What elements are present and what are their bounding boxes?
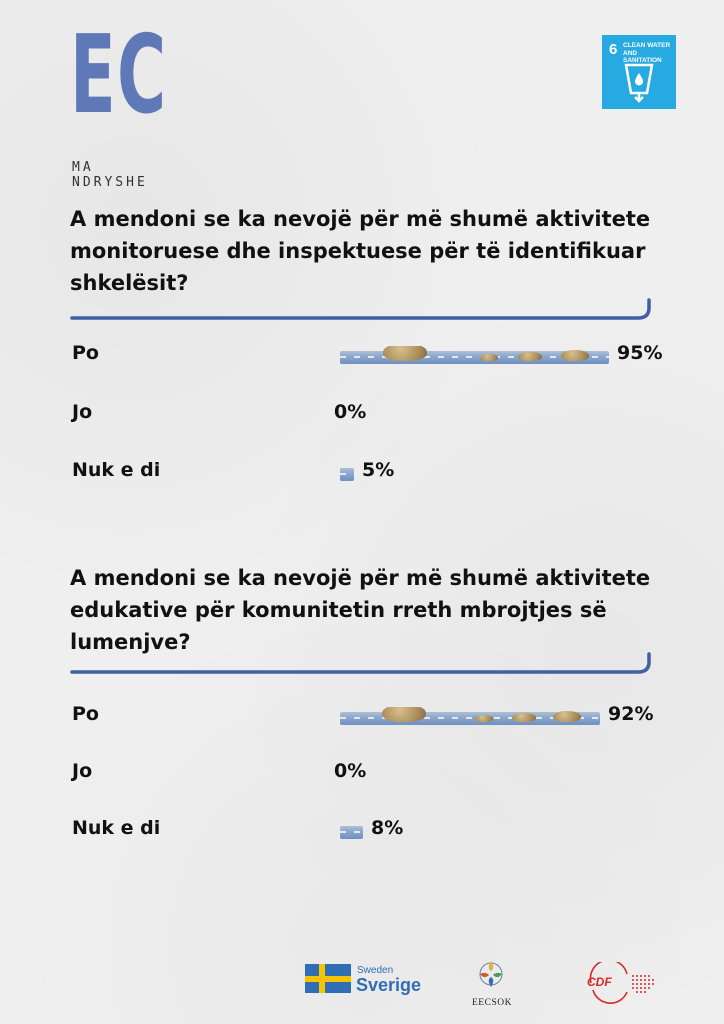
sdg-title-line2: AND SANITATION: [623, 49, 662, 65]
question-2-underline: [70, 652, 651, 674]
river-stone: [518, 352, 542, 361]
river-stone: [512, 713, 536, 722]
q2-po-value: 92%: [608, 703, 654, 725]
water-glass-icon: [624, 63, 654, 103]
q1-po-value: 95%: [617, 342, 663, 364]
question-1: A mendoni se ka nevojë për më shumë akti…: [70, 207, 651, 295]
sdg-number: 6: [609, 41, 618, 58]
river-ripple: [340, 717, 600, 719]
river-stone: [480, 354, 498, 361]
q1-jo-value: 0%: [334, 401, 367, 423]
q1-bar-po: [340, 346, 609, 370]
river-stone: [561, 350, 589, 361]
river-stone: [382, 707, 426, 722]
sweden-label: Sweden: [357, 965, 394, 976]
q2-jo-value: 0%: [334, 760, 367, 782]
logo-tagline: MA NDRYSHE: [72, 160, 148, 190]
q1-answer-nukedi-label: Nuk e di: [72, 459, 161, 481]
q2-nukedi-value: 8%: [371, 817, 404, 839]
river-ripple: [340, 831, 363, 833]
q1-answer-jo-label: Jo: [72, 401, 93, 423]
cdf-logo-icon: [589, 962, 654, 1004]
river-stone: [475, 715, 493, 722]
sdg-title-line1: CLEAN WATER: [623, 42, 671, 49]
eecsok-logo-icon: [479, 961, 503, 987]
q1-nukedi-value: 5%: [362, 459, 395, 481]
river-stone: [553, 711, 581, 722]
logo-letters: EC: [70, 13, 168, 138]
sverige-label: Sverige: [356, 975, 422, 995]
q1-bar-nukedi: [340, 463, 354, 487]
question-1-underline: [70, 298, 651, 320]
river-ripple: [340, 356, 609, 358]
sdg-6-badge: 6 CLEAN WATER AND SANITATION: [602, 35, 676, 109]
eecsok-label: EECSOK: [472, 998, 512, 1008]
q2-bar-po: [340, 707, 600, 731]
sweden-flag-icon: [305, 964, 351, 993]
river-ripple: [340, 473, 354, 475]
question-2: A mendoni se ka nevojë për më shumë akti…: [70, 566, 651, 654]
q1-answer-po-label: Po: [72, 342, 99, 364]
ec-logo: EC MA NDRYSHE: [70, 22, 180, 191]
q2-answer-po-label: Po: [72, 703, 99, 725]
q2-bar-nukedi: [340, 821, 363, 845]
river-stone: [383, 346, 427, 361]
sdg-title: CLEAN WATER AND SANITATION: [623, 42, 673, 65]
q2-answer-nukedi-label: Nuk e di: [72, 817, 161, 839]
cdf-label: CDF: [587, 975, 612, 989]
q2-answer-jo-label: Jo: [72, 760, 93, 782]
